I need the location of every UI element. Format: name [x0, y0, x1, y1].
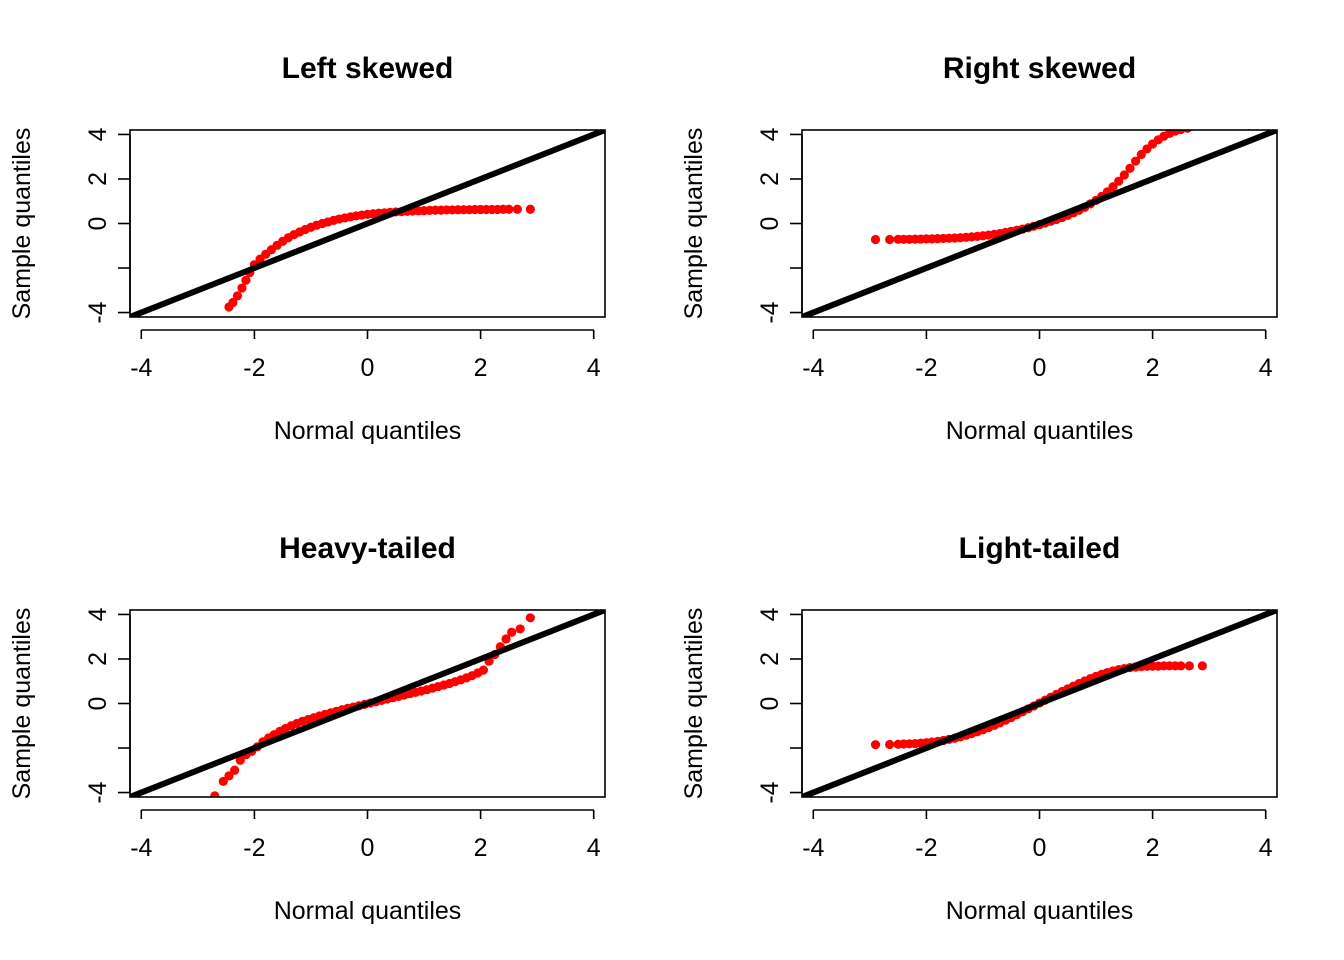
y-tick-label: 4	[84, 607, 112, 621]
x-tick-label: 4	[1259, 834, 1273, 862]
y-tick-label: 0	[84, 217, 112, 231]
y-tick-label: 0	[756, 697, 784, 711]
data-point	[218, 776, 228, 787]
y-tick-label: 4	[756, 607, 784, 621]
data-point	[870, 740, 881, 750]
data-point	[501, 634, 511, 644]
panel-right-skewed: Right skewed -4 -2 0 2 4 Normal quantiles -4 0 2 4…	[680, 52, 1278, 445]
x-tick-label: -2	[915, 354, 937, 382]
data-point	[232, 291, 243, 301]
y-axis: -4 0 2 4	[84, 607, 131, 804]
x-tick-label: 4	[1259, 354, 1273, 382]
data-point	[1184, 661, 1194, 671]
panel-left-skewed: Left skewed -4 -2 0 2 4 Normal quantiles -4 0 2 4 S…	[8, 52, 606, 445]
data-points	[210, 613, 535, 797]
data-point	[1131, 156, 1141, 166]
x-tick-label: 0	[1033, 834, 1047, 862]
data-point	[507, 627, 517, 637]
data-point	[525, 613, 535, 623]
x-tick-label: 2	[1146, 354, 1160, 382]
panel-light-tailed: Light-tailed -4 -2 0 2 4 Normal quantiles -4 0 2 4…	[680, 532, 1278, 925]
x-axis-label: Normal quantiles	[946, 897, 1134, 925]
x-tick-label: -4	[130, 834, 152, 862]
data-point	[230, 765, 240, 775]
y-tick-label: 2	[84, 652, 112, 666]
y-axis-label: Sample quantiles	[8, 128, 36, 320]
y-tick-label: -4	[84, 781, 112, 803]
chart-title: Right skewed	[943, 52, 1136, 85]
x-tick-label: 0	[361, 354, 375, 382]
x-axis: -4 -2 0 2 4	[130, 329, 601, 382]
x-tick-label: 2	[1146, 834, 1160, 862]
y-axis-label: Sample quantiles	[680, 608, 708, 800]
y-tick-label: 2	[756, 652, 784, 666]
y-tick-label: 2	[756, 172, 784, 186]
reference-line	[130, 130, 605, 317]
data-point	[885, 739, 895, 750]
data-point	[1136, 149, 1146, 160]
data-point	[515, 624, 525, 634]
data-point	[504, 204, 514, 214]
reference-line	[802, 130, 1277, 317]
y-tick-label: 0	[84, 697, 112, 711]
x-tick-label: 2	[474, 354, 488, 382]
data-point	[241, 275, 251, 285]
y-tick-label: 4	[84, 127, 112, 141]
y-tick-label: -4	[756, 781, 784, 803]
x-axis-label: Normal quantiles	[946, 417, 1134, 445]
x-tick-label: -4	[802, 354, 824, 382]
data-point	[237, 283, 247, 293]
y-tick-label: 2	[84, 172, 112, 186]
y-axis: -4 0 2 4	[756, 127, 803, 324]
data-point	[885, 234, 895, 245]
data-point	[1197, 661, 1207, 671]
x-axis: -4 -2 0 2 4	[802, 329, 1273, 382]
x-axis-label: Normal quantiles	[274, 897, 462, 925]
data-point	[228, 297, 238, 308]
x-tick-label: -2	[915, 834, 937, 862]
x-tick-label: 2	[474, 834, 488, 862]
data-point	[1119, 170, 1129, 180]
data-point	[1183, 130, 1192, 133]
data-point	[235, 755, 245, 765]
data-point	[525, 204, 535, 214]
x-axis-label: Normal quantiles	[274, 417, 462, 445]
x-axis: -4 -2 0 2 4	[130, 809, 601, 862]
data-point	[210, 791, 220, 797]
y-axis: -4 0 2 4	[756, 607, 803, 804]
y-axis-label: Sample quantiles	[680, 128, 708, 320]
data-point	[1108, 182, 1118, 192]
reference-line	[802, 610, 1277, 797]
data-point	[1176, 661, 1186, 671]
data-point	[512, 204, 522, 214]
x-axis: -4 -2 0 2 4	[802, 809, 1273, 862]
x-tick-label: 4	[587, 354, 601, 382]
y-tick-label: -4	[756, 301, 784, 323]
x-tick-label: 4	[587, 834, 601, 862]
y-tick-label: -4	[84, 301, 112, 323]
data-point	[870, 234, 881, 245]
x-tick-label: 0	[1033, 354, 1047, 382]
data-point	[224, 771, 234, 781]
x-tick-label: -2	[243, 354, 265, 382]
reference-line	[130, 610, 605, 797]
chart-title: Left skewed	[282, 52, 454, 85]
data-point	[478, 665, 489, 675]
data-point	[1125, 163, 1135, 173]
x-tick-label: 0	[361, 834, 375, 862]
chart-title: Heavy-tailed	[279, 532, 456, 565]
data-point	[1114, 176, 1124, 186]
y-axis: -4 0 2 4	[84, 127, 131, 324]
x-tick-label: -4	[130, 354, 152, 382]
y-tick-label: 4	[756, 127, 784, 141]
panel-heavy-tailed: Heavy-tailed -4 -2 0 2 4 Normal quantiles -4 0 2 4…	[8, 532, 606, 925]
chart-title: Light-tailed	[959, 532, 1121, 565]
data-point	[1176, 130, 1186, 135]
x-tick-label: -2	[243, 834, 265, 862]
x-tick-label: -4	[802, 834, 824, 862]
y-tick-label: 0	[756, 217, 784, 231]
y-axis-label: Sample quantiles	[8, 608, 36, 800]
